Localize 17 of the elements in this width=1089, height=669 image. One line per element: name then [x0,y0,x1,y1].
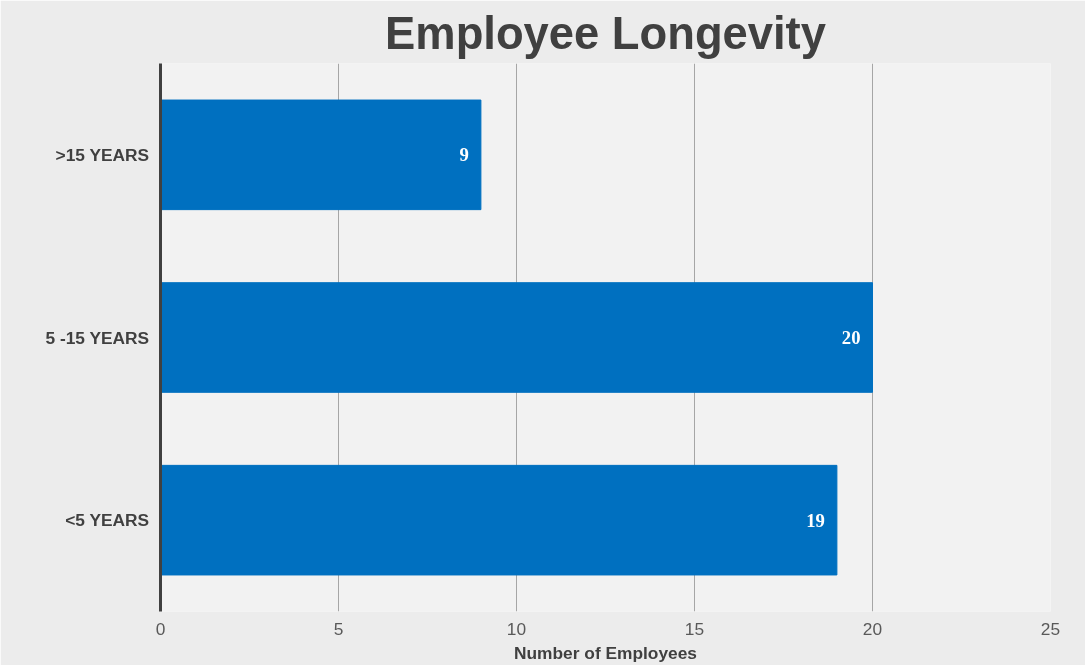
x-tick-label: 5 [333,618,344,639]
bar [160,99,482,211]
bar [160,282,873,393]
data-label: 20 [841,327,861,348]
x-tick-label: 20 [862,618,883,639]
y-tick-label: 5 -15 YEARS [45,327,150,348]
x-tick-label: 10 [506,618,527,639]
bar [160,464,838,576]
x-tick-label: 0 [155,618,166,639]
y-tick-label: >15 YEARS [55,144,150,165]
y-tick-label: <5 YEARS [65,510,150,531]
data-label: 9 [459,144,469,166]
chart-title: Employee Longevity [385,7,826,59]
x-tick-label: 25 [1040,618,1061,639]
x-axis-title: Number of Employees [514,642,697,663]
data-label: 19 [806,509,825,531]
x-tick-label: 15 [684,618,705,639]
